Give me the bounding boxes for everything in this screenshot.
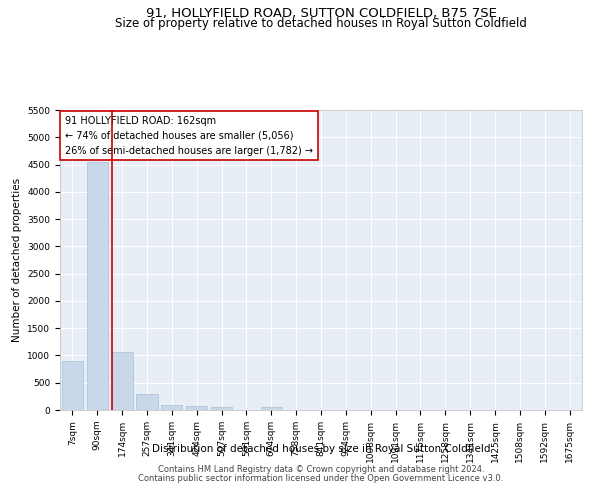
Bar [161, 406, 182, 410]
Y-axis label: Number of detached properties: Number of detached properties [12, 178, 22, 342]
Bar [261, 406, 282, 410]
Text: Contains HM Land Registry data © Crown copyright and database right 2024.: Contains HM Land Registry data © Crown c… [158, 466, 484, 474]
Bar [211, 408, 232, 410]
Text: 91, HOLLYFIELD ROAD, SUTTON COLDFIELD, B75 7SE: 91, HOLLYFIELD ROAD, SUTTON COLDFIELD, B… [146, 8, 496, 20]
Bar [87, 162, 108, 410]
Text: Size of property relative to detached houses in Royal Sutton Coldfield: Size of property relative to detached ho… [115, 18, 527, 30]
Text: Contains public sector information licensed under the Open Government Licence v3: Contains public sector information licen… [139, 474, 503, 483]
Bar [62, 361, 83, 410]
Bar [112, 352, 133, 410]
Bar [136, 394, 158, 410]
Text: Distribution of detached houses by size in Royal Sutton Coldfield: Distribution of detached houses by size … [152, 444, 490, 454]
Text: 91 HOLLYFIELD ROAD: 162sqm
← 74% of detached houses are smaller (5,056)
26% of s: 91 HOLLYFIELD ROAD: 162sqm ← 74% of deta… [65, 116, 313, 156]
Bar [186, 406, 207, 410]
